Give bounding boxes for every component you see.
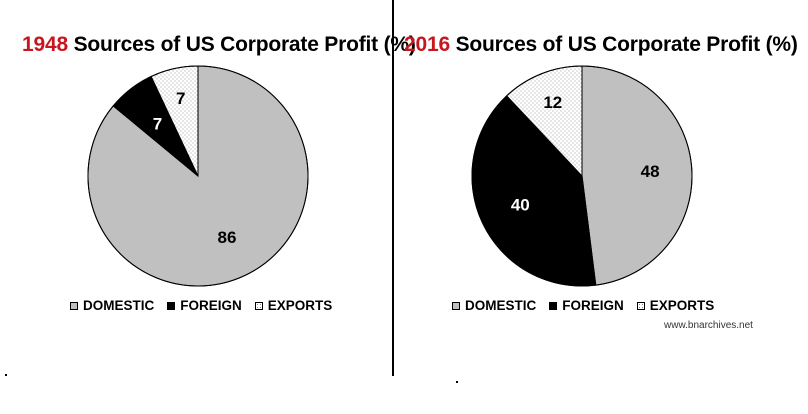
chart-2016: 2016 Sources of US Corporate Profit (%) … <box>394 0 808 414</box>
legend-label: DOMESTIC <box>83 298 155 313</box>
legend-label: DOMESTIC <box>465 298 537 313</box>
legend-item-foreign: FOREIGN <box>167 298 242 313</box>
legend-label: FOREIGN <box>180 298 242 313</box>
stray-mark <box>456 381 458 383</box>
pie-outline <box>471 65 693 287</box>
legend-item-domestic: DOMESTIC <box>452 298 536 313</box>
source-credit: www.bnarchives.net <box>664 320 753 331</box>
legend-label: EXPORTS <box>649 298 715 313</box>
legend-swatch-exports <box>636 301 645 310</box>
title-year: 1948 <box>22 33 68 56</box>
legend-swatch-domestic <box>70 301 78 310</box>
pie-chart: 86 77 <box>87 65 309 287</box>
slice-value-label: 86 <box>218 228 237 247</box>
slice-value-label: 12 <box>543 93 562 112</box>
legend-item-domestic: DOMESTIC <box>70 298 154 313</box>
pie-slice-domestic <box>581 65 693 286</box>
legend-label: EXPORTS <box>267 298 333 313</box>
slice-value-label: 7 <box>153 114 162 133</box>
legend: DOMESTIC FOREIGN EXPORTS <box>452 298 727 313</box>
panel-divider <box>392 0 394 376</box>
legend-item-foreign: FOREIGN <box>549 298 624 313</box>
title-text: Sources of US Corporate Profit (%) <box>73 33 416 56</box>
chart-title: 2016 Sources of US Corporate Profit (%) <box>404 33 798 57</box>
legend-item-exports: EXPORTS <box>254 298 333 313</box>
legend-swatch-foreign <box>549 301 558 310</box>
legend-swatch-domestic <box>452 301 460 310</box>
legend-swatch-foreign <box>167 301 176 310</box>
stray-mark <box>5 374 7 376</box>
chart-1948: 1948 Sources of US Corporate Profit (%) … <box>0 0 416 414</box>
chart-title: 1948 Sources of US Corporate Profit (%) <box>22 33 416 57</box>
slice-value-label: 40 <box>511 196 530 215</box>
legend-swatch-exports <box>254 301 263 310</box>
legend-item-exports: EXPORTS <box>636 298 715 313</box>
pie-outline <box>87 65 309 287</box>
legend-label: FOREIGN <box>562 298 624 313</box>
pie-chart: 48 40 12 <box>471 65 693 287</box>
slice-value-label: 48 <box>641 162 660 181</box>
slice-value-label: 7 <box>176 89 185 108</box>
title-text: Sources of US Corporate Profit (%) <box>455 33 798 56</box>
title-year: 2016 <box>404 33 450 56</box>
legend: DOMESTIC FOREIGN EXPORTS <box>70 298 345 313</box>
